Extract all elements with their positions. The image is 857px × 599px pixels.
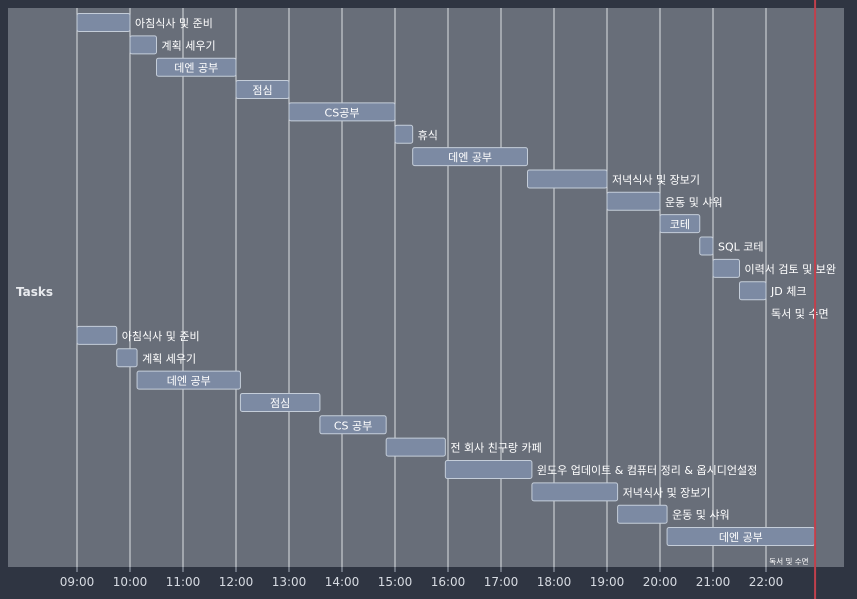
task-bar <box>531 482 619 502</box>
task-bars <box>76 13 816 547</box>
x-tick-label: 14:00 <box>325 575 360 589</box>
task-label: SQL 코테 <box>718 241 764 254</box>
task-label: JD 체크 <box>770 285 806 298</box>
x-tick-label: 22:00 <box>749 575 784 589</box>
task-label: 점심 <box>270 397 290 410</box>
task-label: 독서 및 수면 <box>771 308 829 321</box>
task-bar <box>617 504 668 524</box>
y-axis-title: Tasks <box>16 285 54 299</box>
task-bar <box>156 57 237 77</box>
task-label: 데엔 공부 <box>167 375 211 388</box>
task-bar <box>235 80 290 100</box>
x-tick-label: 16:00 <box>431 575 466 589</box>
task-bar <box>659 214 701 234</box>
x-tick-label: 18:00 <box>537 575 572 589</box>
x-tick-label: 09:00 <box>60 575 95 589</box>
task-label: CS 공부 <box>334 419 372 432</box>
task-bar <box>739 281 767 301</box>
x-tick-label: 20:00 <box>643 575 678 589</box>
task-bar <box>712 258 740 278</box>
task-label: 데엔 공부 <box>719 531 763 544</box>
task-bar <box>129 35 157 55</box>
task-label: 아침식사 및 준비 <box>122 330 200 343</box>
x-tick-label: 21:00 <box>696 575 731 589</box>
x-tick-label: 17:00 <box>484 575 519 589</box>
x-tick-label: 11:00 <box>166 575 201 589</box>
task-label: 아침식사 및 준비 <box>135 17 213 30</box>
task-bar <box>116 348 138 368</box>
task-label: 운동 및 샤워 <box>665 196 723 209</box>
task-bar <box>606 191 661 211</box>
task-label: 계획 세우기 <box>162 39 216 52</box>
task-label: 저녁식사 및 장보기 <box>623 486 711 499</box>
task-bar <box>239 392 321 412</box>
x-tick-label: 10:00 <box>113 575 148 589</box>
task-label: 운동 및 샤워 <box>672 509 730 522</box>
task-bar <box>319 415 387 435</box>
x-axis: 09:00 10:00 11:00 12:00 13:00 14:00 15:00 16:00… <box>60 567 784 589</box>
task-bar <box>412 147 528 167</box>
task-bar <box>385 437 446 457</box>
task-bar <box>288 102 396 122</box>
task-label: 전 회사 친구랑 카페 <box>450 442 541 455</box>
task-bar <box>76 13 131 32</box>
task-bar <box>136 370 241 390</box>
task-label: 윈도우 업데이트 & 컴퓨터 정리 & 옵시디언설정 <box>537 463 757 477</box>
x-tick-label: 12:00 <box>219 575 254 589</box>
task-label: 계획 세우기 <box>142 352 196 365</box>
task-bar <box>76 325 118 345</box>
x-tick-label: 13:00 <box>272 575 307 589</box>
x-tick-label: 15:00 <box>378 575 413 589</box>
task-label: 데엔 공부 <box>174 62 218 75</box>
task-label: CS공부 <box>325 106 360 119</box>
task-bar <box>394 124 414 144</box>
task-label: 데엔 공부 <box>448 151 492 164</box>
task-label: 독서 및 수면 <box>769 556 808 566</box>
task-label: 휴식 <box>418 129 438 142</box>
x-tick-label: 19:00 <box>590 575 625 589</box>
task-bar <box>444 460 533 479</box>
task-label: 이력서 검토 및 보완 <box>745 263 836 276</box>
plot-area <box>8 8 844 567</box>
task-bar <box>699 236 714 256</box>
task-label: 코테 <box>670 218 690 231</box>
task-label: 저녁식사 및 장보기 <box>612 173 700 186</box>
task-label: 점심 <box>252 84 272 97</box>
task-bar <box>527 169 608 189</box>
